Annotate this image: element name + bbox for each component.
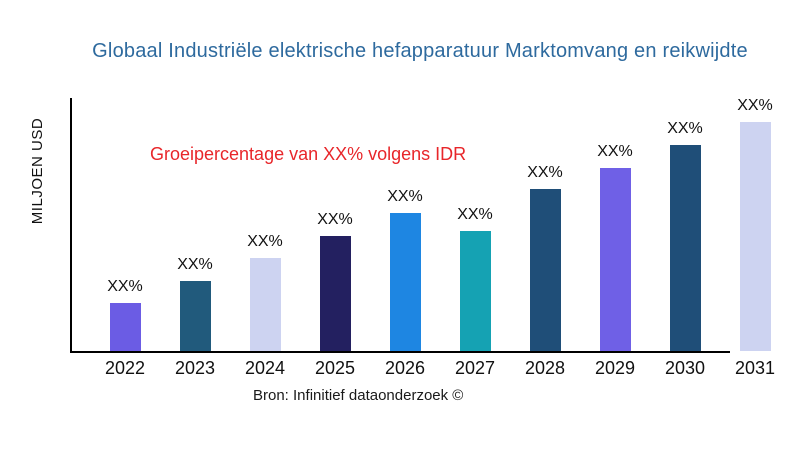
x-tick-2023: 2023 <box>174 358 216 378</box>
x-tick-2024: 2024 <box>244 358 286 378</box>
bar-value-label-2030: XX% <box>667 120 703 137</box>
bar-value-label-2028: XX% <box>527 164 563 181</box>
bar-value-label-2026: XX% <box>387 188 423 205</box>
bar-2026 <box>389 213 421 351</box>
growth-rate-annotation: Groeipercentage van XX% volgens IDR <box>150 144 467 164</box>
x-tick-2028: 2028 <box>524 358 566 378</box>
bar-value-label-2031: XX% <box>737 97 773 114</box>
bar-value-label-2023: XX% <box>177 256 213 273</box>
bar-value-label-2022: XX% <box>107 278 143 295</box>
x-tick-2025: 2025 <box>314 358 356 378</box>
bar-2027 <box>459 231 491 351</box>
x-tick-2030: 2030 <box>664 358 706 378</box>
bar-value-label-2029: XX% <box>597 143 633 160</box>
plot-area: XX% 2022 XX% 2023 XX% 2024 XX% 2025 XX% 2026 XX% 20… <box>70 97 782 378</box>
y-axis-label: MILJOEN USD <box>29 117 46 225</box>
bar-value-label-2025: XX% <box>317 211 353 228</box>
bar-2024 <box>249 258 281 351</box>
x-axis-line <box>70 351 730 353</box>
bar-2028 <box>529 189 561 351</box>
x-tick-2029: 2029 <box>594 358 636 378</box>
bar-value-label-2027: XX% <box>457 206 493 223</box>
source-note: Bron: Infinitief dataonderzoek © <box>253 387 464 404</box>
bar-2031 <box>739 122 771 351</box>
bar-2022 <box>109 303 141 351</box>
bar-value-label-2024: XX% <box>247 233 283 250</box>
bar-2029 <box>599 168 631 351</box>
x-tick-2022: 2022 <box>104 358 146 378</box>
bar-2023 <box>179 281 211 351</box>
x-tick-2031: 2031 <box>734 358 776 378</box>
chart-title: Globaal Industriële elektrische hefappar… <box>92 40 748 62</box>
y-axis-line <box>70 98 72 353</box>
bar-2025 <box>319 236 351 351</box>
x-tick-2027: 2027 <box>454 358 496 378</box>
x-tick-2026: 2026 <box>384 358 426 378</box>
bar-2030 <box>669 145 701 351</box>
